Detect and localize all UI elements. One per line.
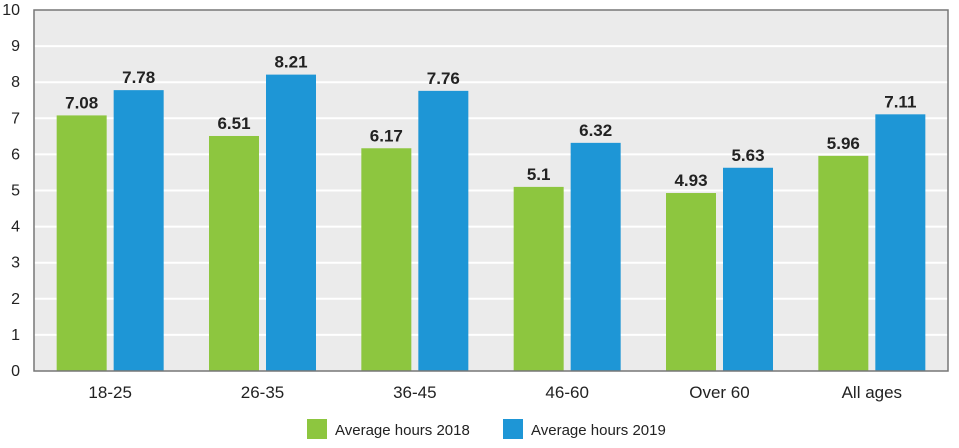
data-label: 7.11 <box>884 92 916 111</box>
data-label: 7.78 <box>122 68 155 87</box>
x-tick-label: 46-60 <box>545 383 588 402</box>
x-tick-label: 18-25 <box>88 383 131 402</box>
bar-series-1 <box>56 115 107 371</box>
y-tick-label: 4 <box>11 219 20 236</box>
data-label: 7.08 <box>65 93 98 112</box>
data-label: 7.76 <box>427 69 460 88</box>
bar-series-1 <box>361 148 412 371</box>
bar-series-1 <box>818 155 869 371</box>
bar-series-2 <box>723 167 773 371</box>
data-label: 6.17 <box>370 126 403 145</box>
legend: Average hours 2018 Average hours 2019 <box>307 419 666 439</box>
y-tick-label: 1 <box>11 327 20 344</box>
legend-swatch <box>503 419 523 439</box>
bar-series-1 <box>209 135 259 371</box>
x-tick-label: 26-35 <box>241 383 284 402</box>
data-label: 5.63 <box>731 146 764 165</box>
data-label: 6.32 <box>579 121 612 140</box>
bar-series-2 <box>570 142 621 371</box>
x-tick-label: All ages <box>842 383 902 402</box>
bar-series-1 <box>666 193 716 371</box>
data-label: 5.1 <box>527 165 551 184</box>
y-tick-label: 5 <box>11 183 20 200</box>
data-label: 8.21 <box>274 53 307 72</box>
y-axis: 0 1 2 3 4 5 6 7 8 9 10 <box>2 2 20 380</box>
y-tick-label: 8 <box>11 74 20 91</box>
y-tick-label: 2 <box>11 291 20 308</box>
legend-label: Average hours 2019 <box>531 422 666 439</box>
legend-swatch <box>307 419 327 439</box>
x-axis: 18-25 26-35 36-45 46-60 Over 60 All ages <box>88 383 902 402</box>
x-tick-label: Over 60 <box>689 383 749 402</box>
bars <box>56 74 926 371</box>
y-tick-label: 0 <box>11 363 20 380</box>
data-labels: 7.08 7.78 6.51 8.21 6.17 7.76 5.1 6.32 4.93 5.63 5… <box>65 53 916 190</box>
data-label: 6.51 <box>217 114 250 133</box>
x-tick-label: 36-45 <box>393 383 436 402</box>
y-tick-label: 6 <box>11 146 20 163</box>
bar-series-2 <box>266 74 316 371</box>
bar-series-2 <box>113 90 164 371</box>
bar-series-1 <box>513 186 564 371</box>
gridlines <box>34 45 948 336</box>
y-tick-label: 10 <box>2 2 20 19</box>
bar-series-2 <box>875 114 926 371</box>
plot-frame <box>33 9 949 372</box>
y-tick-label: 3 <box>11 255 20 272</box>
bar-series-2 <box>418 90 469 371</box>
legend-label: Average hours 2018 <box>335 422 470 439</box>
data-label: 5.96 <box>827 134 860 153</box>
data-label: 4.93 <box>674 171 707 190</box>
y-tick-label: 7 <box>11 110 20 127</box>
y-tick-label: 9 <box>11 38 20 55</box>
